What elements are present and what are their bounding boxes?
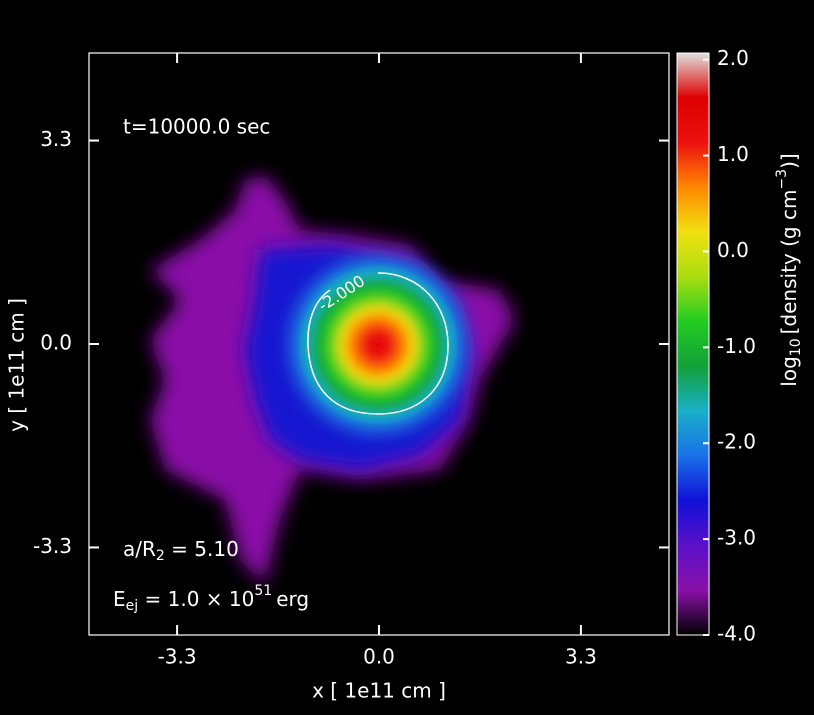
- colorbar-tick-label: -2.0: [717, 430, 756, 454]
- y-tick-label: 3.3: [40, 127, 72, 151]
- x-axis-label: x [ 1e11 cm ]: [312, 679, 446, 703]
- colorbar-label: log10[density (g cm−3)]: [774, 153, 804, 386]
- colorbar-tick-label: 2.0: [717, 46, 749, 70]
- colorbar-tick-label: 0.0: [717, 238, 749, 262]
- y-axis-label: y [ 1e11 cm ]: [5, 298, 29, 432]
- colorbar-tick-label: -4.0: [717, 622, 756, 646]
- y-tick-label: 0.0: [40, 331, 72, 355]
- ratio-annotation: a/R2 = 5.10: [123, 537, 239, 565]
- energy-annotation: Eej = 1.0 × 1051 erg: [113, 583, 309, 614]
- colorbar-tick-label: -1.0: [717, 334, 756, 358]
- y-tick-label: -3.3: [33, 534, 72, 558]
- contour-line: [307, 272, 449, 415]
- x-tick-label: 0.0: [363, 645, 395, 669]
- x-tick-label: 3.3: [565, 645, 597, 669]
- time-annotation: t=10000.0 sec: [123, 115, 270, 139]
- colorbar-tick-label: 1.0: [717, 142, 749, 166]
- x-tick-label: -3.3: [158, 645, 197, 669]
- density-image: [150, 175, 515, 585]
- colorbar-tick-label: -3.0: [717, 526, 756, 550]
- colorbar: [676, 52, 710, 636]
